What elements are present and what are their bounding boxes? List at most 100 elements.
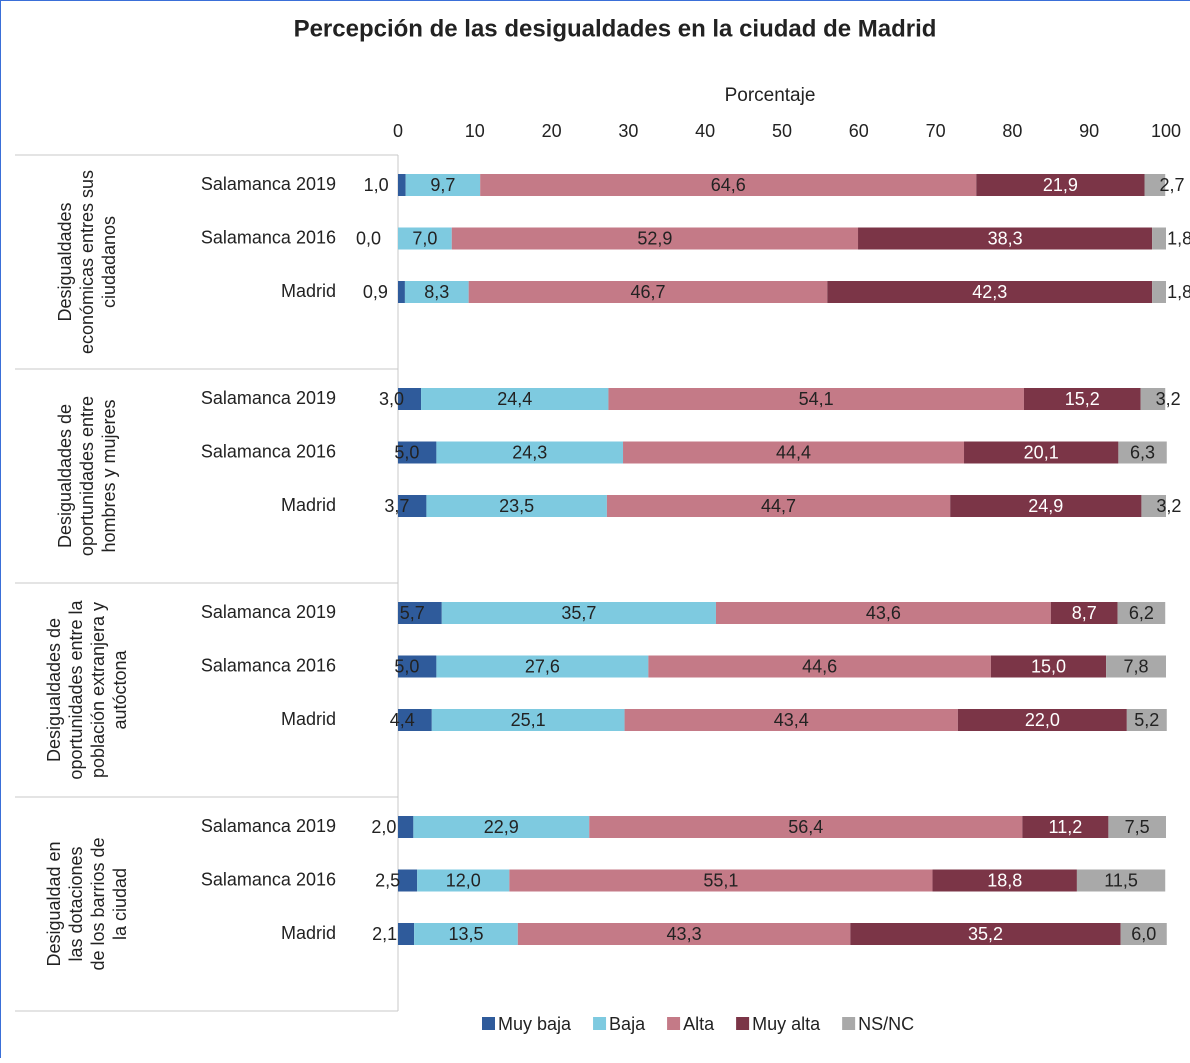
legend-label: Baja	[609, 1014, 646, 1034]
value-label: 7,0	[412, 228, 437, 248]
value-label: 1,0	[364, 175, 389, 195]
legend-swatch	[667, 1017, 680, 1030]
value-label: 5,2	[1134, 710, 1159, 730]
bar-segment	[398, 923, 414, 945]
legend-swatch	[482, 1017, 495, 1030]
value-label: 25,1	[511, 710, 546, 730]
value-label: 0,9	[363, 282, 388, 302]
group-label-line: oportunidades entre la	[66, 599, 86, 779]
category-label: Salamanca 2016	[201, 441, 336, 461]
chart-title: Percepción de las desigualdades en la ci…	[294, 15, 937, 42]
value-label: 56,4	[788, 817, 823, 837]
value-label: 8,3	[424, 282, 449, 302]
value-label: 12,0	[446, 870, 481, 890]
category-label: Salamanca 2016	[201, 227, 336, 247]
value-label: 43,3	[667, 924, 702, 944]
value-label: 15,0	[1031, 656, 1066, 676]
value-label: 2,1	[372, 924, 397, 944]
legend-swatch	[842, 1017, 855, 1030]
bar-segment	[398, 281, 405, 303]
value-label: 11,5	[1104, 870, 1138, 890]
x-tick-label: 50	[772, 121, 792, 141]
value-label: 2,7	[1159, 175, 1184, 195]
category-label: Madrid	[281, 709, 336, 729]
value-label: 5,7	[400, 603, 425, 623]
value-label: 2,0	[371, 817, 396, 837]
group-label-line: Desigualdad en	[44, 841, 64, 966]
value-label: 52,9	[637, 228, 672, 248]
value-label: 35,7	[561, 603, 596, 623]
value-label: 2,5	[375, 870, 400, 890]
category-label: Salamanca 2019	[201, 174, 336, 194]
value-label: 6,3	[1130, 442, 1155, 462]
bar-segment	[1152, 228, 1166, 250]
group-label-line: de los barrios de	[88, 837, 108, 970]
value-label: 24,4	[497, 389, 532, 409]
value-label: 8,7	[1072, 603, 1097, 623]
value-label: 4,4	[390, 710, 415, 730]
value-label: 3,7	[384, 496, 409, 516]
category-label: Salamanca 2019	[201, 388, 336, 408]
x-axis-label: Porcentaje	[725, 85, 816, 106]
value-label: 42,3	[972, 282, 1007, 302]
x-tick-label: 80	[1002, 121, 1022, 141]
group-label-line: oportunidades entre	[77, 396, 97, 556]
x-tick-label: 0	[393, 121, 403, 141]
x-tick-label: 100	[1151, 121, 1181, 141]
value-label: 44,6	[802, 656, 837, 676]
legend-swatch	[736, 1017, 749, 1030]
group-label-line: la ciudad	[110, 868, 130, 940]
value-label: 22,9	[484, 817, 519, 837]
value-label: 54,1	[799, 389, 834, 409]
group-label-line: autóctona	[110, 649, 130, 729]
value-label: 20,1	[1024, 442, 1059, 462]
legend-label: Muy baja	[498, 1014, 572, 1034]
value-label: 18,8	[987, 870, 1022, 890]
value-label: 21,9	[1043, 175, 1078, 195]
group-label-line: hombres y mujeres	[99, 399, 119, 552]
value-label: 1,8	[1167, 282, 1190, 302]
group-label-line: Desigualdades de	[44, 618, 64, 762]
value-label: 44,7	[761, 496, 796, 516]
category-label: Madrid	[281, 495, 336, 515]
value-label: 6,0	[1131, 924, 1156, 944]
value-label: 3,2	[1156, 496, 1181, 516]
value-label: 11,2	[1049, 817, 1083, 837]
value-label: 24,3	[512, 442, 547, 462]
x-tick-label: 70	[926, 121, 946, 141]
legend-swatch	[593, 1017, 606, 1030]
value-label: 55,1	[703, 870, 738, 890]
value-label: 43,4	[774, 710, 809, 730]
group-label-line: ciudadanos	[99, 216, 119, 308]
x-tick-label: 60	[849, 121, 869, 141]
bar-segment	[1152, 281, 1166, 303]
value-label: 15,2	[1065, 389, 1100, 409]
category-label: Salamanca 2016	[201, 869, 336, 889]
group-label-line: Desigualdades	[55, 202, 75, 321]
value-label: 7,5	[1125, 817, 1150, 837]
category-label: Salamanca 2016	[201, 655, 336, 675]
value-label: 9,7	[430, 175, 455, 195]
value-label: 43,6	[866, 603, 901, 623]
value-label: 38,3	[988, 228, 1023, 248]
group-label-line: las dotaciones	[66, 846, 86, 961]
category-label: Salamanca 2019	[201, 602, 336, 622]
value-label: 27,6	[525, 656, 560, 676]
category-label: Madrid	[281, 923, 336, 943]
bar-segment	[398, 174, 406, 196]
x-tick-label: 40	[695, 121, 715, 141]
category-label: Madrid	[281, 281, 336, 301]
group-label-line: Desigualdades de	[55, 404, 75, 548]
category-label: Salamanca 2019	[201, 816, 336, 836]
x-tick-label: 20	[542, 121, 562, 141]
x-tick-label: 90	[1079, 121, 1099, 141]
value-label: 24,9	[1028, 496, 1063, 516]
value-label: 7,8	[1124, 656, 1149, 676]
value-label: 3,2	[1156, 389, 1181, 409]
